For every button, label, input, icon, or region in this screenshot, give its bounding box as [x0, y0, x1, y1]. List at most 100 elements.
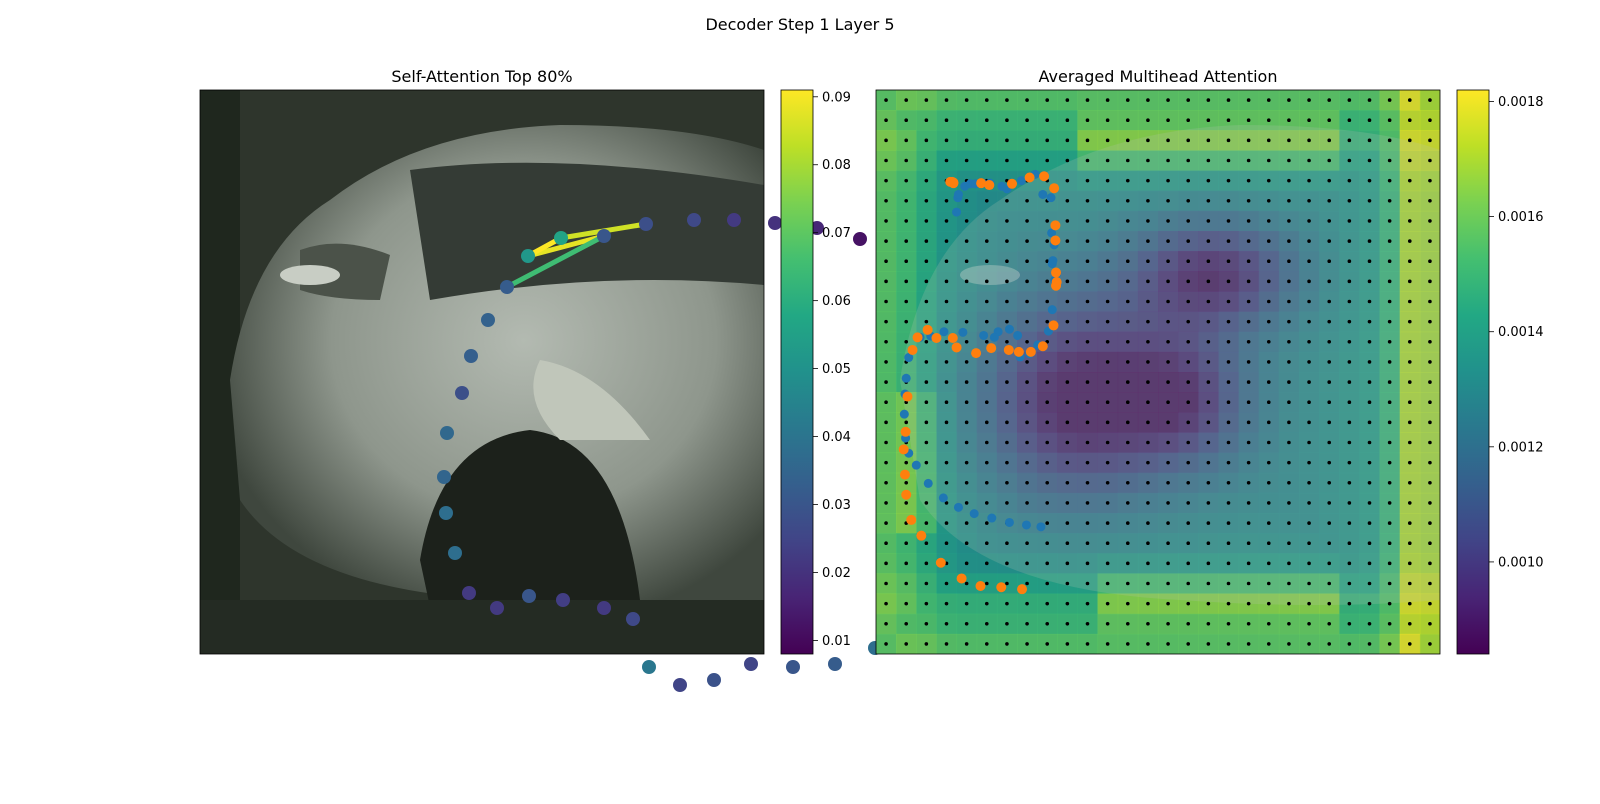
grid-dot — [1407, 480, 1412, 485]
grid-dot — [884, 98, 888, 102]
grid-dot — [1105, 178, 1110, 183]
grid-dot — [1105, 642, 1110, 646]
grid-dot — [904, 460, 909, 465]
grid-dot — [1146, 138, 1150, 143]
grid-dot — [1307, 158, 1311, 163]
grid-dot — [964, 299, 969, 304]
multihead-colorbar: 0.0010 0.0012 0.0014 0.0016 0.0018 — [1456, 89, 1544, 655]
grid-dot — [1387, 299, 1392, 304]
grid-dot — [1327, 360, 1332, 364]
grid-dot — [1428, 581, 1432, 586]
grid-dot — [1307, 601, 1311, 606]
grid-dot — [1085, 561, 1090, 566]
grid-dot — [1125, 420, 1130, 425]
grid-dot — [1045, 541, 1050, 546]
grid-dot — [904, 219, 909, 223]
orange-point — [984, 180, 995, 191]
grid-dot — [1206, 541, 1211, 546]
grid-dot — [1065, 501, 1070, 505]
grid-dot — [1166, 259, 1170, 264]
grid-dot — [1025, 440, 1029, 445]
grid-dot — [1085, 118, 1090, 123]
grid-dot — [884, 440, 888, 445]
grid-dot — [1045, 420, 1050, 425]
grid-dot — [1085, 239, 1090, 243]
grid-dot — [1025, 339, 1029, 344]
grid-dot — [944, 259, 949, 264]
attention-point — [437, 470, 451, 484]
attention-point — [554, 231, 568, 245]
grid-dot — [1206, 118, 1211, 123]
grid-dot — [984, 360, 989, 364]
grid-dot — [1387, 561, 1392, 566]
grid-dot — [1105, 158, 1110, 163]
grid-dot — [1166, 541, 1170, 546]
grid-dot — [1206, 198, 1211, 203]
colorbar-tick-label: 0.0012 — [1498, 440, 1544, 455]
attention-point — [481, 313, 495, 327]
grid-dot — [1266, 198, 1271, 203]
orange-point — [912, 332, 923, 343]
grid-dot — [1005, 621, 1009, 626]
grid-dot — [924, 360, 929, 364]
blue-point — [979, 330, 989, 340]
orange-point — [1037, 341, 1048, 352]
grid-dot — [1367, 239, 1372, 243]
orange-point — [906, 514, 917, 525]
grid-dot — [1428, 480, 1432, 485]
grid-dot — [964, 440, 969, 445]
grid-dot — [1307, 561, 1311, 566]
grid-dot — [1407, 561, 1412, 566]
grid-dot — [964, 198, 969, 203]
grid-dot — [1307, 299, 1311, 304]
grid-dot — [1166, 581, 1170, 586]
grid-dot — [1025, 138, 1029, 143]
attention-point — [810, 221, 824, 235]
grid-dot — [1045, 501, 1050, 505]
grid-dot — [1085, 138, 1090, 143]
grid-dot — [1146, 219, 1150, 223]
grid-dot — [964, 501, 969, 505]
grid-dot — [1025, 158, 1029, 163]
grid-dot — [1105, 198, 1110, 203]
grid-dot — [1407, 541, 1412, 546]
grid-dot — [1407, 380, 1412, 384]
grid-dot — [1085, 521, 1090, 525]
grid-dot — [1025, 219, 1029, 223]
grid-dot — [1407, 501, 1412, 505]
grid-dot — [1206, 581, 1211, 586]
grid-dot — [1347, 98, 1352, 102]
grid-dot — [1045, 360, 1050, 364]
grid-dot — [1005, 440, 1009, 445]
grid-dot — [1186, 138, 1191, 143]
grid-dot — [1065, 279, 1070, 284]
grid-dot — [1428, 339, 1432, 344]
grid-dot — [904, 98, 909, 102]
grid-dot — [1266, 319, 1271, 324]
grid-dot — [1206, 521, 1211, 525]
orange-point — [898, 444, 909, 455]
grid-dot — [884, 198, 888, 203]
grid-dot — [1246, 299, 1251, 304]
grid-dot — [1347, 339, 1352, 344]
attention-point — [597, 229, 611, 243]
blue-point — [1036, 522, 1046, 532]
grid-dot — [1125, 440, 1130, 445]
grid-dot — [984, 380, 989, 384]
grid-dot — [964, 380, 969, 384]
grid-dot — [1226, 400, 1231, 405]
grid-dot — [1045, 380, 1050, 384]
grid-dot — [1045, 279, 1050, 284]
grid-dot — [1065, 118, 1070, 123]
grid-dot — [1387, 339, 1392, 344]
grid-dot — [1347, 239, 1352, 243]
grid-dot — [1387, 400, 1392, 405]
grid-dot — [1246, 339, 1251, 344]
grid-dot — [1005, 339, 1009, 344]
grid-dot — [964, 480, 969, 485]
grid-dot — [1125, 460, 1130, 465]
grid-dot — [1367, 299, 1372, 304]
grid-dot — [1428, 118, 1432, 123]
grid-dot — [1146, 380, 1150, 384]
grid-dot — [1206, 642, 1211, 646]
